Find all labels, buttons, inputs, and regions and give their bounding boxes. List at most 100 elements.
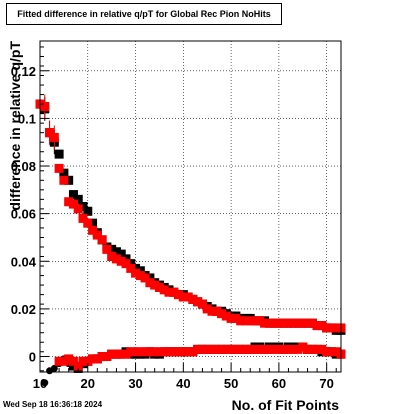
data-point	[88, 225, 98, 235]
data-point	[135, 271, 145, 281]
series-3	[54, 342, 346, 371]
data-point	[202, 304, 212, 314]
data-point	[121, 254, 131, 264]
data-point	[174, 347, 184, 357]
data-point	[298, 342, 308, 352]
data-point	[59, 356, 69, 366]
data-point	[150, 347, 160, 357]
data-point	[111, 349, 121, 359]
data-point	[193, 344, 203, 354]
data-point	[154, 282, 164, 292]
x-tick-label: 10	[33, 376, 47, 391]
data-point	[92, 354, 102, 364]
data-point	[183, 292, 193, 302]
data-point	[317, 321, 327, 331]
data-point	[102, 352, 112, 362]
data-point	[135, 347, 145, 357]
data-point	[68, 199, 78, 209]
x-tick-label: 50	[224, 376, 238, 391]
data-point	[236, 344, 246, 354]
data-point	[326, 347, 336, 357]
data-point	[68, 361, 78, 371]
data-point	[288, 344, 298, 354]
data-point	[68, 356, 78, 366]
series-1	[35, 92, 346, 333]
chart-title: Fitted difference in relative q/pT for G…	[6, 3, 282, 25]
data-point	[260, 318, 270, 328]
data-point	[78, 356, 88, 366]
data-point	[131, 263, 141, 273]
data-point	[322, 323, 332, 333]
data-point	[145, 278, 155, 288]
data-point	[126, 259, 136, 269]
data-point	[303, 318, 313, 328]
y-tick-label: 0.06	[11, 207, 36, 222]
data-point	[107, 349, 117, 359]
data-point	[59, 168, 69, 178]
data-markers	[35, 92, 346, 387]
data-point	[188, 294, 198, 304]
data-point	[64, 175, 74, 185]
data-point	[150, 280, 160, 290]
data-point	[121, 349, 131, 359]
data-point	[283, 344, 293, 354]
data-point	[240, 316, 250, 326]
x-tick-label: 40	[176, 376, 190, 391]
tick-labels: 10 20 30 40 50 60 70 0 0.02 0.04 0.06 0.08 0.1 0.12	[11, 64, 334, 391]
data-point	[78, 202, 88, 211]
data-point	[322, 347, 332, 357]
data-point	[88, 354, 98, 364]
data-point	[197, 344, 207, 354]
data-point	[126, 263, 136, 273]
data-point	[45, 128, 55, 138]
data-point	[202, 344, 212, 354]
data-point	[54, 356, 64, 366]
data-point	[169, 287, 179, 297]
data-point	[140, 273, 150, 283]
x-tick-label: 20	[81, 376, 95, 391]
data-point	[226, 344, 236, 354]
data-point	[212, 344, 222, 354]
data-point	[279, 318, 289, 328]
data-point	[107, 244, 117, 254]
data-point	[164, 347, 174, 357]
data-point	[107, 252, 117, 262]
data-point	[121, 259, 131, 269]
data-point	[212, 306, 222, 316]
data-point	[250, 316, 260, 326]
data-point	[178, 347, 188, 357]
axis-ticks	[39, 46, 337, 372]
y-axis-label: difference in relative q/pT	[7, 41, 23, 211]
data-point	[293, 344, 303, 354]
data-point	[226, 313, 236, 323]
x-tick-label: 30	[128, 376, 142, 391]
data-point	[269, 318, 279, 328]
y-tick-label: 0	[29, 350, 36, 365]
data-point	[250, 344, 260, 354]
data-point	[145, 347, 155, 357]
data-point	[83, 356, 93, 366]
data-point	[217, 344, 227, 354]
data-point	[288, 318, 298, 328]
data-point	[68, 190, 78, 200]
data-point	[126, 347, 136, 357]
data-point	[111, 247, 121, 257]
data-point	[154, 347, 164, 357]
data-point	[159, 285, 169, 295]
data-point	[159, 347, 169, 357]
data-point	[97, 352, 107, 362]
data-point	[264, 344, 274, 354]
x-axis-label: No. of Fit Points	[232, 397, 340, 413]
x-tick-label: 60	[272, 376, 286, 391]
data-point	[236, 316, 246, 326]
data-point	[279, 344, 289, 354]
data-point	[116, 256, 126, 266]
y-tick-label: 0.02	[11, 302, 36, 317]
grid-lines	[40, 41, 341, 372]
data-point	[131, 347, 141, 357]
data-point	[283, 318, 293, 328]
data-point	[54, 163, 64, 173]
data-point	[116, 349, 126, 359]
data-point	[255, 316, 265, 326]
data-point	[59, 175, 69, 185]
